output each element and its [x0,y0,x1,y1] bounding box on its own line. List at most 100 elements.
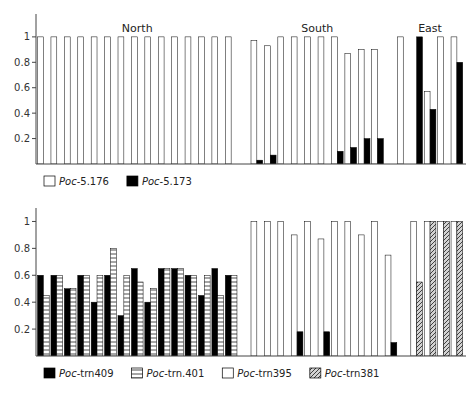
y-tick-label: 0.6 [14,82,30,93]
bar: Poc-trn395: 0.9 [358,235,364,356]
bar: Poc-5.173: 0.1 [337,151,343,164]
bar: Poc-5.176: 1 [172,37,178,164]
bars: Poc-trn409: 0.6Poc-trn.401: 0.45Poc-trn4… [38,221,463,356]
panel: Poc-5.176: 1Poc-5.173: 0Poc-5.176: 1Poc-… [14,14,466,164]
bar: Poc-trn.401: 0.55 [137,282,143,356]
bar: Poc-5.176: 0.93 [264,46,270,164]
bar: Poc-5.176: 1 [118,37,124,164]
legend: Poc-5.176 Poc-5.173 [44,176,192,187]
bar: Poc-5.176: 1 [78,37,84,164]
bar: Poc-5.176: 1 [225,37,231,164]
bar: Poc-trn409: 0.65 [131,269,137,356]
legend-swatch [132,368,143,378]
bar: Poc-5.176: 1 [318,37,324,164]
bar: Poc-5.176: 1 [212,37,218,164]
y-tick [32,329,36,330]
bar: Poc-trn395: 0.87 [318,239,324,356]
y-tick [32,113,36,114]
bar: Poc-5.176: 1 [278,37,284,164]
bar: Poc-trn.401: 0.45 [43,295,49,356]
bar: Poc-5.176: 1 [291,37,297,164]
legend-label: Poc-5.173 [142,176,192,187]
y-axis [36,208,37,356]
bar: Poc-trn409: 0.6 [185,275,191,356]
bar: Poc-5.173: 0.03 [257,160,263,164]
bar: Poc-trn395: 1 [438,221,444,356]
bar: Poc-5.176: 1 [438,37,444,164]
bar: Poc-5.176: 0.9 [358,50,364,164]
y-tick [32,275,36,276]
bar: Poc-5.176: 1 [331,37,337,164]
bar: Poc-trn409: 0.6 [38,275,44,356]
legend-label: Poc-trn395 [237,368,292,379]
legend-label: Poc-trn409 [59,368,114,379]
bar: Poc-trn409: 0.5 [64,289,70,356]
bar: Poc-trn395: 1 [424,221,430,356]
bar: Poc-trn395: 1 [278,221,284,356]
bar: Poc-trn395: 0.9 [291,235,297,356]
y-tick-label: 0.8 [14,57,30,68]
bar: Poc-5.176: 1 [145,37,151,164]
bar: Poc-trn395: 1 [345,221,351,356]
bar: Poc-5.173: 0.2 [364,139,370,164]
y-tick-label: 0.2 [14,324,30,335]
bar: Poc-trn381: 0.55 [417,282,423,356]
bar: Poc-trn409: 0.6 [78,275,84,356]
bar: Poc-trn.401: 0.6 [57,275,63,356]
bar: Poc-trn409: 0.18 [324,332,330,356]
bar: Poc-trn409: 0.65 [158,269,164,356]
y-tick-label: 0.6 [14,270,30,281]
bar: Poc-trn395: 1 [451,221,457,356]
bar: Poc-trn395: 1 [251,221,257,356]
y-tick [32,62,36,63]
y-tick [32,138,36,139]
x-axis [36,164,466,165]
bar: Poc-5.176: 0.9 [372,50,378,164]
y-tick-label: 1 [24,216,30,227]
y-tick [32,221,36,222]
bar: Poc-trn395: 1 [331,221,337,356]
bar: Poc-trn395: 0.75 [385,255,391,356]
bar: Poc-trn.401: 0.5 [151,289,157,356]
group-label: North [122,22,153,35]
bar: Poc-5.176: 1 [397,37,403,164]
y-tick-label: 0.4 [14,297,30,308]
y-tick-label: 0.8 [14,243,30,254]
y-tick-label: 1 [24,31,30,42]
bar: Poc-5.173: 0.2 [378,139,384,164]
bar: Poc-5.176: 0.57 [424,92,430,164]
bar: Poc-trn.401: 0.6 [124,275,130,356]
x-axis [36,356,466,357]
bar: Poc-5.176: 1 [305,37,311,164]
bar: Poc-5.173: 1 [417,37,423,164]
group-label: South [301,22,333,35]
bar: Poc-trn.401: 0.6 [191,275,197,356]
bar: Poc-trn.401: 0.6 [231,275,237,356]
group-label: East [418,22,442,35]
y-tick [32,87,36,88]
bar: Poc-trn409: 0.1 [391,343,397,356]
legend-label: Poc-trn381 [325,368,380,379]
bar: Poc-trn381: 1 [443,221,449,356]
bar: Poc-5.173: 0.43 [430,109,436,164]
bar: Poc-5.176: 1 [185,37,191,164]
legend-swatch [44,368,55,378]
bar: Poc-5.176: 0.87 [345,53,351,164]
legend-label: Poc-5.176 [59,176,109,187]
bar: Poc-5.173: 0.07 [270,155,276,164]
bar: Poc-trn.401: 0.6 [204,275,210,356]
bar: Poc-5.176: 1 [131,37,137,164]
bar: Poc-trn381: 1 [430,221,436,356]
bar: Poc-5.176: 1 [64,37,70,164]
chart-root: Poc-5.176: 1Poc-5.173: 0Poc-5.176: 1Poc-… [0,0,474,411]
bar: Poc-5.176: 1 [105,37,111,164]
bar: Poc-trn409: 0.18 [297,332,303,356]
bar: Poc-trn409: 0.4 [91,302,97,356]
bar: Poc-trn.401: 0.6 [84,275,90,356]
bar: Poc-trn409: 0.6 [51,275,57,356]
bar: Poc-5.176: 1 [91,37,97,164]
bar: Poc-trn409: 0.45 [198,295,204,356]
bar: Poc-trn395: 1 [305,221,311,356]
bar: Poc-trn.401: 0.8 [110,248,116,356]
bars: Poc-5.176: 1Poc-5.173: 0Poc-5.176: 1Poc-… [38,37,463,164]
